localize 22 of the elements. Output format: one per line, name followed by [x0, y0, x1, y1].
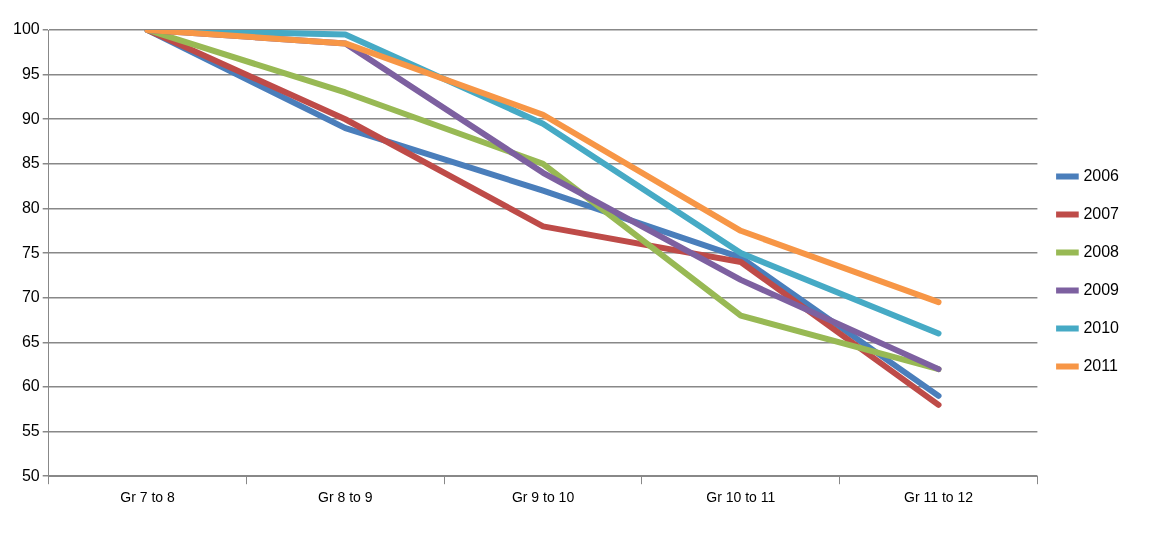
- y-tick-label: 95: [21, 65, 40, 83]
- x-tick-label: Gr 10 to 11: [706, 489, 776, 506]
- legend-label: 2006: [1083, 166, 1120, 184]
- x-tick-label: Gr 9 to 10: [511, 489, 575, 506]
- x-tick-label: Gr 11 to 12: [904, 489, 974, 506]
- y-tick-label: 90: [21, 109, 40, 127]
- legend-label: 2011: [1083, 356, 1118, 374]
- y-tick-label: 85: [21, 154, 40, 172]
- y-tick-label: 80: [21, 198, 40, 216]
- y-tick-label: 55: [21, 421, 40, 439]
- x-tick-label: Gr 7 to 8: [120, 489, 176, 506]
- legend-label: 2007: [1083, 204, 1120, 222]
- legend-label: 2009: [1083, 280, 1120, 298]
- y-tick-label: 100: [12, 20, 40, 38]
- y-tick-label: 65: [21, 332, 40, 350]
- x-tick-label: Gr 8 to 9: [318, 489, 373, 506]
- y-tick-label: 60: [21, 377, 40, 395]
- legend-label: 2008: [1083, 242, 1120, 260]
- y-tick-label: 50: [21, 466, 40, 484]
- y-tick-label: 75: [21, 243, 40, 261]
- y-tick-label: 70: [21, 288, 40, 306]
- legend-label: 2010: [1083, 318, 1120, 336]
